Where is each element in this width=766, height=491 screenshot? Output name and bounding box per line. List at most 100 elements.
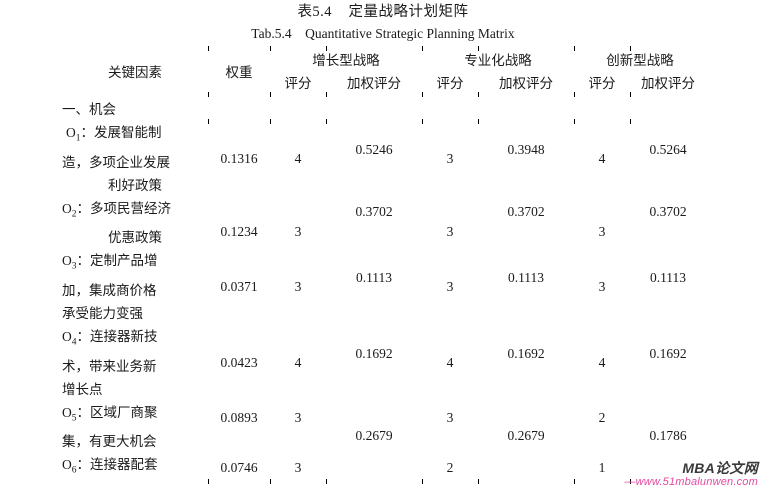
- innovation-score-o1: 4: [598, 150, 606, 166]
- column-tick: [630, 479, 631, 485]
- qspm-table: 关键因素 权重 增长型战略 专业化战略 创新型战略 评分 加权评分 评分 加权评…: [62, 48, 706, 483]
- section-filler-5: [574, 94, 630, 121]
- growth-weighted-o1: 0.5246: [355, 141, 393, 157]
- factor-line: O4：连接器新技: [62, 329, 158, 348]
- innovation-weighted-o6: [630, 453, 706, 483]
- weight-o1: 0.1316: [220, 150, 258, 166]
- factor-line: O5：区域厂商聚: [62, 404, 158, 424]
- weight-o5: 0.0893: [220, 410, 258, 426]
- innovation-score-o6: 1: [598, 460, 606, 476]
- section-row-opportunities: 一、机会: [62, 94, 706, 121]
- factor-cell-o3: O3：定制产品增 加，集成商价格 承受能力变强: [62, 249, 208, 325]
- column-tick: [630, 119, 631, 124]
- factor-index: 6: [71, 466, 77, 477]
- factor-line: O1：发展智能制: [66, 125, 162, 144]
- factor-text: 连接器配套: [90, 457, 158, 473]
- growth-score-o1: 4: [294, 150, 302, 166]
- section-filler-1: [270, 94, 326, 121]
- factor-line: 加，集成商价格: [62, 283, 157, 299]
- header-key-factor: 关键因素: [108, 65, 162, 80]
- factor-id: O: [62, 404, 72, 420]
- column-tick: [478, 479, 479, 485]
- factor-cell-o5: O5：区域厂商聚 集，有更大机会: [62, 401, 208, 454]
- factor-cell-o6: O6：连接器配套: [62, 453, 208, 483]
- growth-weighted-o6: [326, 453, 422, 483]
- header-innovation-weighted: 加权评分: [641, 76, 695, 91]
- section-filler-4: [478, 94, 574, 121]
- factor-index: 3: [71, 262, 77, 273]
- header-group-growth: 增长型战略: [312, 53, 380, 68]
- factor-line: O2：多项民营经济: [62, 200, 171, 220]
- factor-line: 集，有更大机会: [62, 434, 157, 450]
- table-row: O2：多项民营经济 优惠政策 0.1234 3 0.3702 3 0.3702 …: [62, 197, 706, 250]
- table-row: O3：定制产品增 加，集成商价格 承受能力变强 0.0371 3 0.1113 …: [62, 249, 706, 325]
- column-tick: [630, 92, 631, 97]
- factor-line: 优惠政策: [108, 230, 162, 246]
- factor-id: O: [62, 457, 72, 473]
- caption-english: Tab.5.4 Quantitative Strategic Planning …: [251, 26, 515, 41]
- factor-cell-o2: O2：多项民营经济 优惠政策: [62, 197, 208, 250]
- column-tick: [422, 46, 423, 51]
- factor-line: 利好政策: [108, 177, 162, 193]
- column-tick: [422, 479, 423, 485]
- factor-index: 2: [71, 209, 77, 220]
- factor-text: 定制产品增: [90, 253, 158, 269]
- table-row: O4：连接器新技 术，带来业务新 增长点 0.0423 4 0.1692 4 0…: [62, 325, 706, 401]
- growth-score-o6: 3: [294, 460, 302, 476]
- header-weight: 权重: [225, 65, 253, 80]
- column-tick: [478, 46, 479, 51]
- header-group-row: 关键因素 权重 增长型战略 专业化战略 创新型战略: [62, 48, 706, 80]
- specialization-weighted-o3: 0.1113: [507, 270, 545, 286]
- table-row: O6：连接器配套 0.0746 3 2 1: [62, 453, 706, 483]
- factor-text: 区域厂商聚: [90, 404, 158, 420]
- specialization-score-o3: 3: [446, 279, 454, 295]
- innovation-weighted-o4: 0.1692: [649, 345, 687, 361]
- column-tick: [270, 92, 271, 97]
- growth-score-o2: 3: [294, 224, 302, 240]
- specialization-score-o6: 2: [446, 460, 454, 476]
- factor-line: 承受能力变强: [62, 306, 143, 322]
- header-specialization-score: 评分: [436, 76, 464, 91]
- innovation-weighted-o1: 0.5264: [649, 141, 687, 157]
- header-innovation-score: 评分: [588, 76, 616, 91]
- factor-id: O: [62, 253, 72, 269]
- specialization-score-o5: 3: [446, 410, 454, 426]
- growth-weighted-o3: 0.1113: [355, 270, 393, 286]
- growth-weighted-o2: 0.3702: [355, 204, 393, 220]
- column-tick: [574, 46, 575, 51]
- table-row: O1：发展智能制 造，多项企业发展 利好政策 0.1316 4 0.5246 3…: [62, 121, 706, 197]
- column-tick: [422, 119, 423, 124]
- column-tick: [270, 479, 271, 485]
- specialization-score-o2: 3: [446, 224, 454, 240]
- column-tick: [574, 92, 575, 97]
- header-specialization-weighted: 加权评分: [499, 76, 553, 91]
- specialization-score-o1: 3: [446, 150, 454, 166]
- column-tick: [326, 119, 327, 124]
- header-group-innovation: 创新型战略: [606, 53, 674, 68]
- column-tick: [326, 46, 327, 51]
- header-group-specialization: 专业化战略: [464, 53, 532, 68]
- column-tick: [208, 479, 209, 485]
- section-filler-2: [326, 94, 422, 121]
- growth-score-o5: 3: [294, 410, 302, 426]
- weight-o4: 0.0423: [220, 354, 258, 370]
- factor-line: 增长点: [62, 381, 103, 397]
- column-tick: [574, 119, 575, 124]
- factor-index: 4: [71, 337, 77, 348]
- factor-index: 5: [71, 413, 77, 424]
- innovation-score-o4: 4: [598, 354, 606, 370]
- factor-line: 术，带来业务新: [62, 358, 157, 374]
- innovation-weighted-o2: 0.3702: [649, 204, 687, 220]
- column-tick: [478, 92, 479, 97]
- specialization-weighted-o4: 0.1692: [507, 345, 545, 361]
- growth-score-o4: 4: [294, 354, 302, 370]
- column-tick: [326, 92, 327, 97]
- growth-score-o3: 3: [294, 279, 302, 295]
- specialization-weighted-o5: 0.2679: [507, 428, 545, 444]
- factor-cell-o4: O4：连接器新技 术，带来业务新 增长点: [62, 325, 208, 401]
- factor-index: 1: [75, 133, 81, 144]
- innovation-score-o3: 3: [598, 279, 606, 295]
- weight-o3: 0.0371: [220, 279, 258, 295]
- factor-text: 连接器新技: [90, 329, 158, 345]
- factor-id: O: [62, 200, 72, 216]
